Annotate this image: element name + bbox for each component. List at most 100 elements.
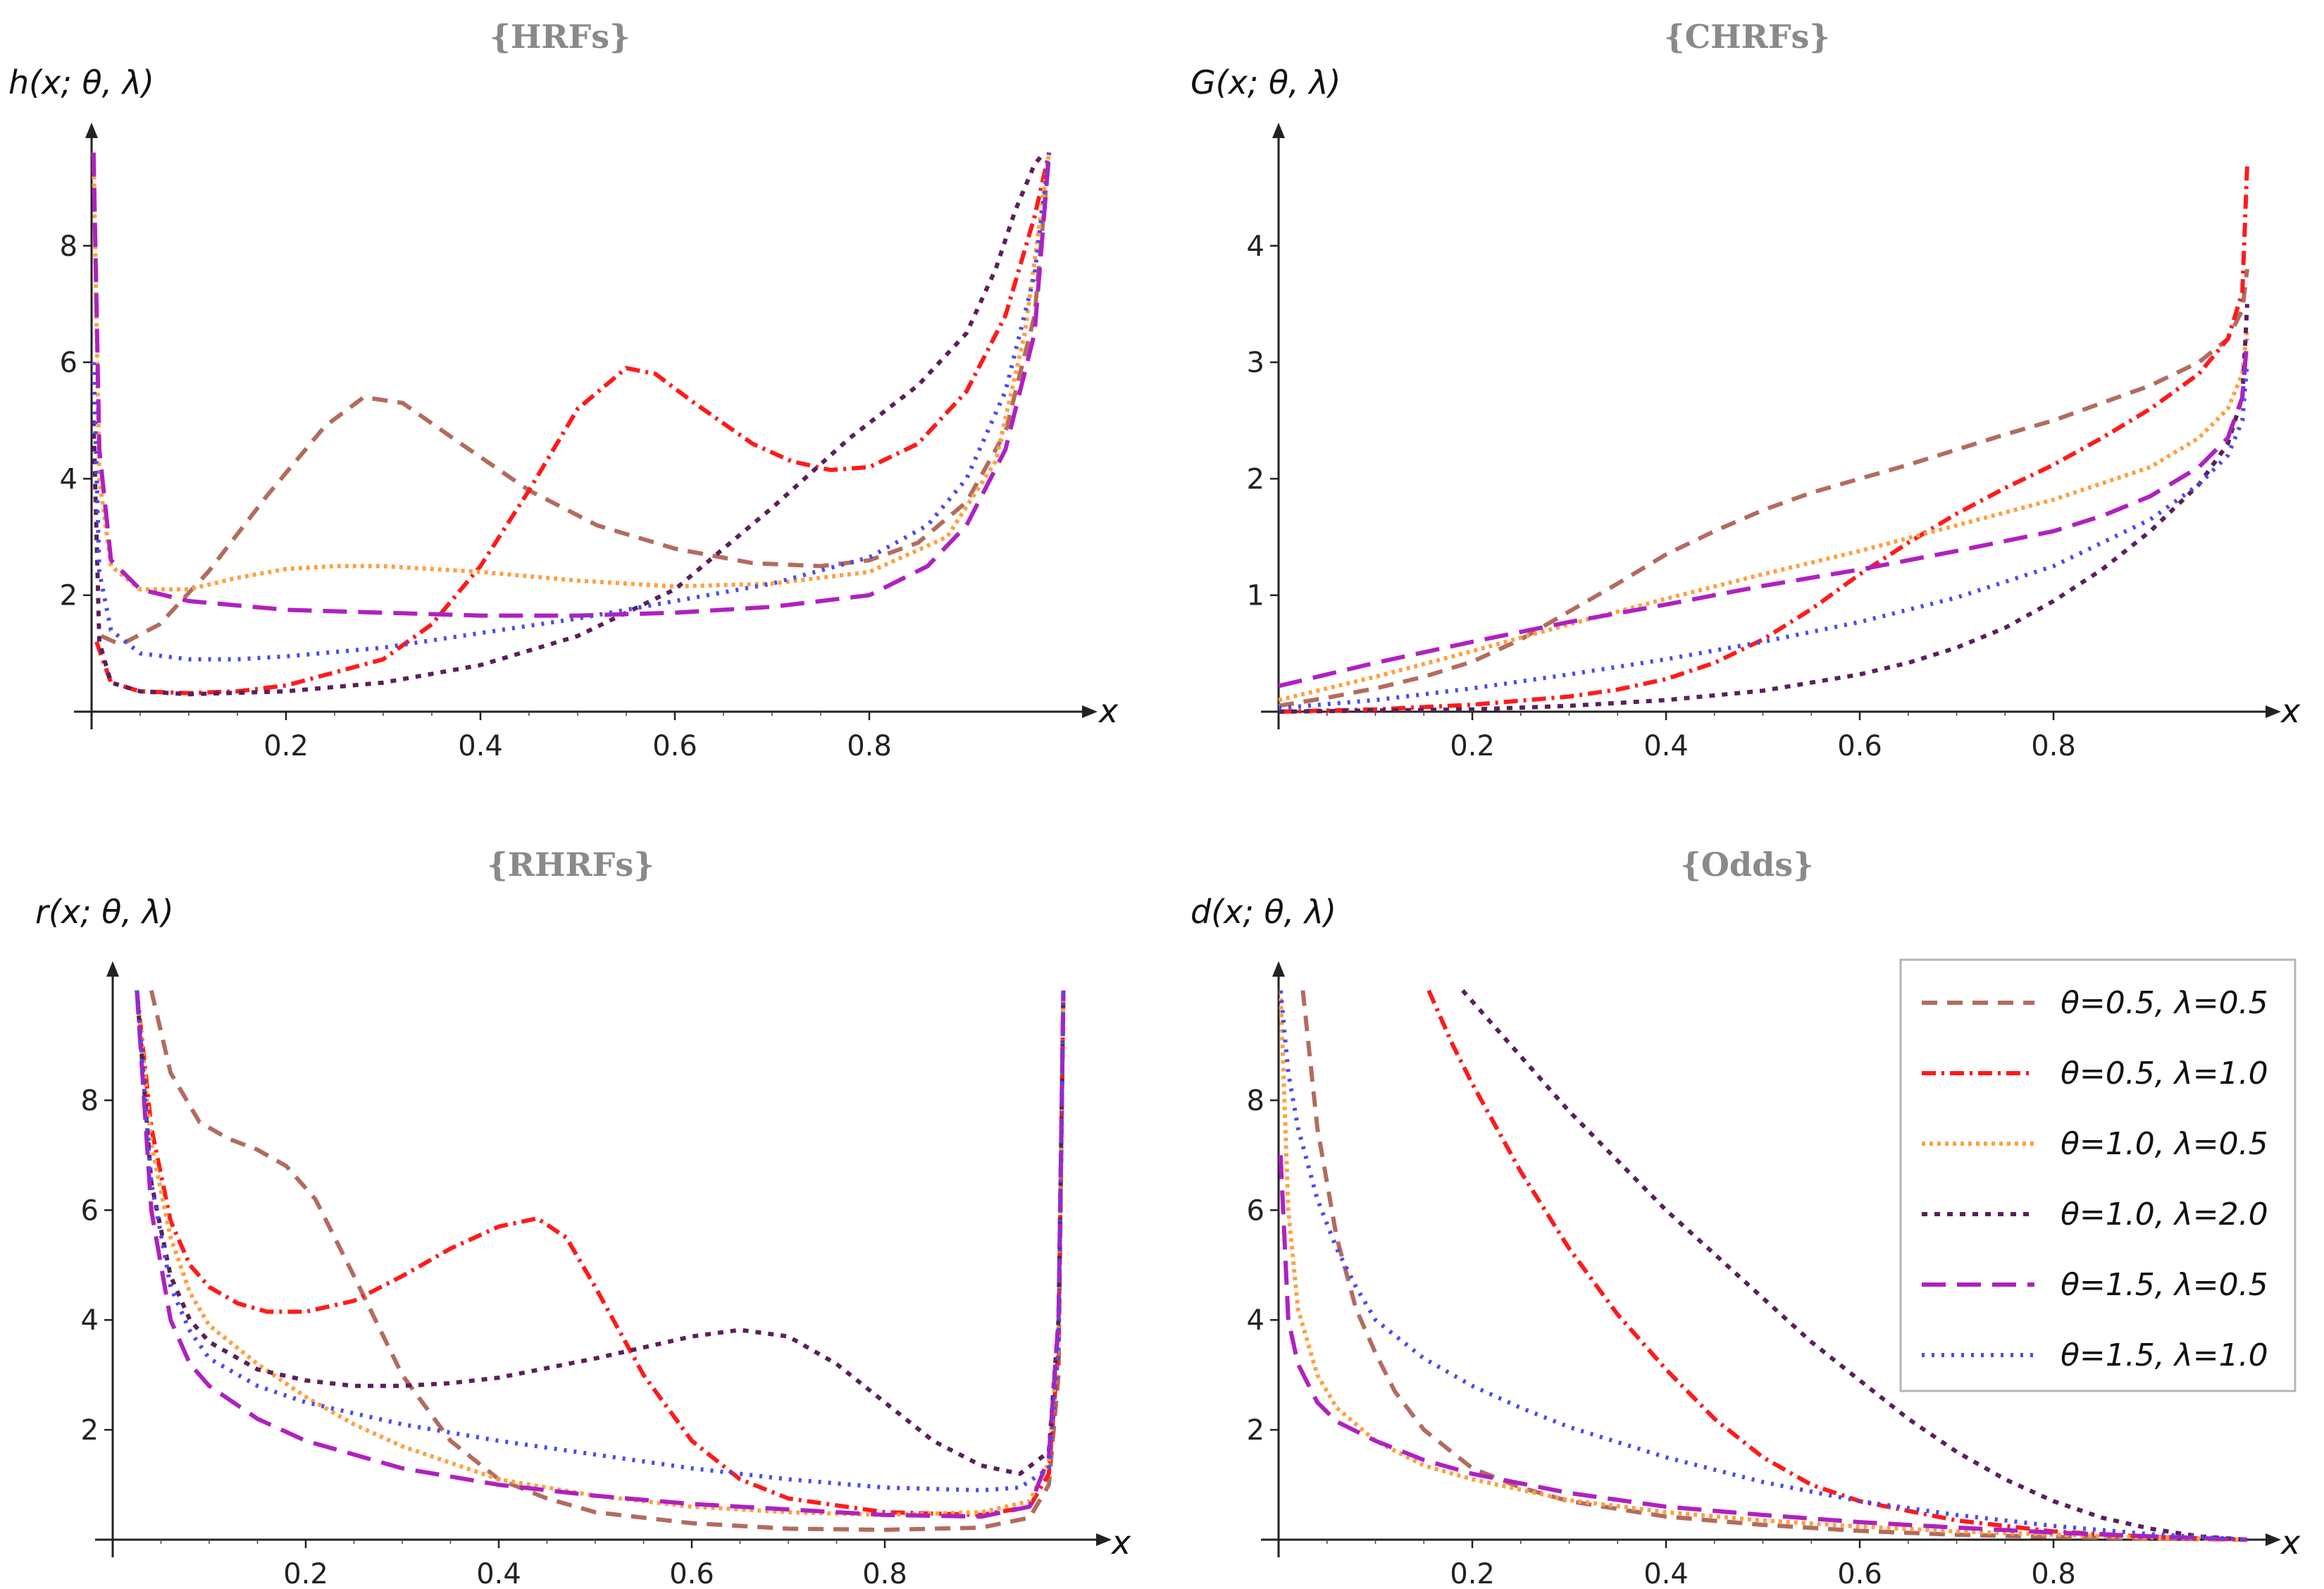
x-ticks: 0.2 0.4 0.6 0.8 xyxy=(263,730,892,762)
legend-label: θ=0.5, λ=0.5 xyxy=(2061,985,2268,1021)
x-axis-label: x xyxy=(1098,692,1119,730)
y-tick-label: 8 xyxy=(81,1084,99,1117)
y-axis-arrow xyxy=(85,123,98,138)
series-line xyxy=(1300,990,2248,1542)
y-axis-arrow xyxy=(106,961,119,977)
x-axis-arrow xyxy=(1082,705,1098,718)
series-line xyxy=(1278,327,2249,703)
legend-label: θ=0.5, λ=1.0 xyxy=(2061,1056,2268,1092)
series-line xyxy=(1278,304,2249,714)
series-line xyxy=(135,990,1066,1517)
legend-label: θ=1.5, λ=0.5 xyxy=(2061,1267,2268,1303)
series-line xyxy=(100,152,1052,647)
x-tick-label: 0.8 xyxy=(862,1558,907,1589)
legend-box xyxy=(1899,958,2297,1392)
y-tick-label: 2 xyxy=(60,580,77,612)
x-tick-label: 0.6 xyxy=(1837,1558,1882,1589)
panel-title: {HRFs} xyxy=(490,18,630,56)
x-axis-arrow xyxy=(1096,1533,1112,1546)
y-tick-label: 1 xyxy=(1247,580,1264,612)
legend-entry: θ=1.0, λ=0.5 xyxy=(1922,1126,2268,1162)
y-ticks: 2 4 6 8 xyxy=(81,1084,99,1447)
series-line xyxy=(91,152,1052,662)
series-line xyxy=(1427,989,2248,1542)
y-tick-label: 3 xyxy=(1247,347,1264,379)
legend-entry: θ=1.0, λ=2.0 xyxy=(1922,1197,2268,1232)
x-axis-label: x xyxy=(2280,1523,2301,1562)
x-tick-label: 0.6 xyxy=(1837,730,1882,762)
series-line xyxy=(91,152,1052,592)
y-ticks: 1 2 3 4 xyxy=(1247,230,1264,612)
axes xyxy=(95,961,1112,1557)
y-axis-arrow xyxy=(1272,961,1285,977)
series-line xyxy=(1278,1155,2248,1542)
series-line xyxy=(1278,361,2249,710)
series-line xyxy=(1278,990,2248,1542)
panel-odds: {Odds} d(x; θ, λ) x 0.2 0.4 0.6 0.8 2 4 … xyxy=(1191,846,2301,1589)
legend-entry: θ=0.5, λ=0.5 xyxy=(1922,985,2268,1021)
x-tick-label: 0.4 xyxy=(1643,1558,1689,1589)
y-tick-label: 4 xyxy=(81,1304,99,1337)
series-line xyxy=(135,990,1066,1492)
panel-title: {Odds} xyxy=(1680,846,1813,884)
y-tick-label: 2 xyxy=(1247,1414,1264,1447)
x-axis-arrow xyxy=(2266,705,2281,718)
legend-entry: θ=0.5, λ=1.0 xyxy=(1922,1056,2268,1092)
series-line xyxy=(149,989,1066,1532)
x-tick-label: 0.2 xyxy=(263,730,309,762)
x-tick-label: 0.8 xyxy=(2031,1558,2076,1589)
y-tick-label: 4 xyxy=(60,463,77,495)
y-tick-label: 2 xyxy=(81,1414,99,1447)
axes xyxy=(1261,961,2281,1557)
x-ticks: 0.2 0.4 0.6 0.8 xyxy=(1450,1558,2076,1589)
series-line xyxy=(135,990,1066,1519)
x-ticks: 0.2 0.4 0.6 0.8 xyxy=(283,1558,907,1589)
panel-chrfs: {CHRFs} G(x; θ, λ) x 0.2 0.4 0.6 0.8 1 2… xyxy=(1191,18,2301,762)
x-tick-label: 0.8 xyxy=(847,730,892,762)
series-group xyxy=(1278,163,2249,714)
series-line xyxy=(94,152,1052,695)
legend-entry: θ=1.5, λ=0.5 xyxy=(1922,1267,2268,1303)
x-tick-label: 0.6 xyxy=(669,1558,714,1589)
x-tick-label: 0.8 xyxy=(2031,730,2076,762)
x-tick-label: 0.4 xyxy=(1643,730,1689,762)
y-tick-label: 4 xyxy=(1247,1304,1264,1337)
y-tick-label: 4 xyxy=(1247,230,1264,263)
series-group xyxy=(1278,989,2248,1542)
panel-hrfs: {HRFs} h(x; θ, λ) x 0.2 0.4 0.6 0.8 2 4 … xyxy=(8,18,1119,762)
y-axis-label: G(x; θ, λ) xyxy=(1191,63,1341,101)
x-axis-arrow xyxy=(2266,1533,2281,1546)
y-axis-label: h(x; θ, λ) xyxy=(8,63,154,101)
y-tick-label: 2 xyxy=(1247,463,1264,495)
x-tick-label: 0.6 xyxy=(652,730,697,762)
y-tick-label: 6 xyxy=(1247,1194,1264,1227)
x-tick-label: 0.2 xyxy=(1450,730,1495,762)
y-tick-label: 6 xyxy=(81,1194,99,1227)
y-axis-label: d(x; θ, λ) xyxy=(1191,893,1336,931)
y-ticks: 2 4 6 8 xyxy=(1247,1084,1264,1447)
y-tick-label: 6 xyxy=(60,347,77,379)
panel-title: {CHRFs} xyxy=(1664,18,1830,56)
series-line xyxy=(135,990,1066,1476)
series-line xyxy=(135,990,1066,1517)
x-tick-label: 0.2 xyxy=(1450,1558,1495,1589)
x-axis-label: x xyxy=(1110,1523,1131,1562)
panel-title: {RHRFs} xyxy=(487,846,654,884)
x-tick-label: 0.2 xyxy=(283,1558,328,1589)
legend-label: θ=1.0, λ=2.0 xyxy=(2061,1197,2268,1232)
legend: θ=0.5, λ=0.5 θ=0.5, λ=1.0 θ=1.0, λ=0.5 θ… xyxy=(1899,958,2297,1392)
series-line xyxy=(1278,338,2249,688)
x-ticks: 0.2 0.4 0.6 0.8 xyxy=(1450,730,2076,762)
legend-label: θ=1.0, λ=0.5 xyxy=(2061,1126,2268,1162)
y-tick-label: 8 xyxy=(60,230,77,263)
y-axis-arrow xyxy=(1272,123,1285,138)
series-line xyxy=(91,152,1052,618)
axes xyxy=(1261,123,2281,729)
y-axis-label: r(x; θ, λ) xyxy=(35,893,174,931)
axes xyxy=(74,123,1098,729)
series-line xyxy=(1461,989,2248,1542)
x-tick-label: 0.4 xyxy=(458,730,503,762)
legend-entry: θ=1.5, λ=1.0 xyxy=(1922,1337,2268,1373)
y-ticks: 2 4 6 8 xyxy=(60,230,77,612)
